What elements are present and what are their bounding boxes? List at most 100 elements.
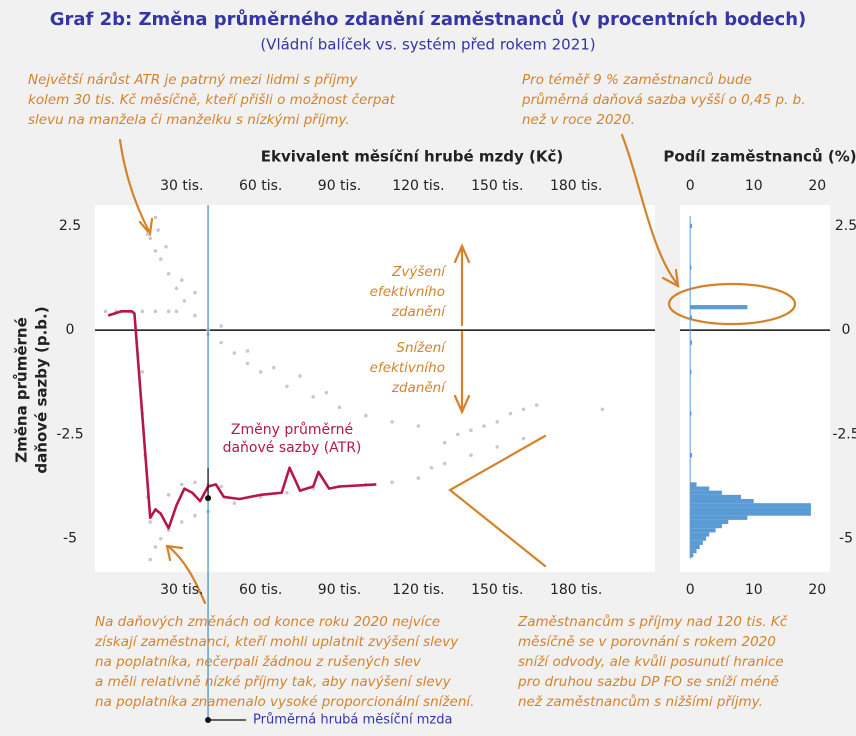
hist-bar	[690, 315, 693, 320]
atr-label: Změny průměrné daňové sazby (ATR)	[223, 422, 362, 456]
x-tick-label: 30 tis.	[160, 582, 203, 598]
scatter-point	[521, 436, 526, 441]
scatter-point	[469, 453, 473, 458]
arrow	[166, 544, 207, 605]
annotation: na poplatníka znamenalo vysoké proporcio…	[95, 694, 474, 710]
hist-bar	[690, 515, 748, 520]
scatter-point	[193, 480, 197, 485]
annotation: zdanění	[391, 380, 447, 396]
hist-bar	[690, 369, 692, 374]
x-tick-label: 150 tis.	[471, 178, 523, 194]
scatter-point	[416, 476, 421, 480]
y-tick-label: 2.5	[835, 218, 856, 234]
x-tick-label: 30 tis.	[160, 178, 203, 194]
scatter-point	[298, 374, 302, 378]
arrow-head	[165, 544, 184, 562]
y-tick-label: -5	[839, 531, 853, 547]
annotation: efektivního	[370, 360, 445, 376]
scatter-point	[245, 361, 250, 366]
scatter-point	[232, 351, 237, 355]
hist-bar	[690, 411, 692, 416]
scatter-point	[390, 480, 394, 485]
scatter-point	[482, 424, 486, 428]
scatter-point	[456, 432, 460, 437]
scatter-point	[337, 405, 342, 410]
hist-bar	[690, 453, 693, 458]
x-tick-label: 90 tis.	[318, 582, 361, 598]
hist-bar	[690, 519, 729, 525]
annotation: Snížení	[396, 340, 447, 356]
scatter-point	[153, 249, 158, 253]
scatter-point	[182, 299, 187, 303]
scatter-point	[193, 313, 197, 318]
x-tick-label: 0	[686, 178, 695, 194]
scatter-point	[179, 520, 184, 524]
scatter-point	[416, 424, 421, 428]
annotation: kolem 30 tis. Kč měsíčně, kteří přišli o…	[28, 92, 396, 108]
scatter-point	[156, 228, 160, 232]
y-tick-label: 2.5	[59, 218, 81, 234]
hist-bar	[690, 540, 703, 545]
x-tick-label: 10	[745, 178, 763, 194]
annotation: Největší nárůst ATR je patrný mezi lidmi…	[28, 72, 358, 88]
scatter-point	[164, 244, 168, 249]
scatter-point	[390, 420, 394, 424]
x-tick-label: 90 tis.	[318, 178, 361, 194]
annotation: získají zaměstnanci, kteří mohli uplatni…	[94, 634, 459, 650]
x-tick-label: 20	[808, 178, 826, 194]
scatter-point	[174, 309, 179, 314]
hist-bar	[690, 305, 748, 310]
hist-bar	[690, 482, 697, 487]
scatter-point	[166, 272, 171, 276]
hist-bar	[690, 544, 700, 550]
scatter-point	[193, 513, 197, 518]
scatter-point	[324, 390, 329, 395]
scatter-point	[442, 440, 447, 445]
annotation: zdanění	[391, 304, 447, 320]
annotation: pro druhou sazbu DP FO se sníží méně	[517, 674, 779, 690]
scatter-point	[166, 493, 171, 497]
scatter-point	[508, 411, 513, 416]
hist-bar	[690, 511, 811, 516]
scatter-point	[179, 278, 184, 282]
scatter-point	[495, 420, 500, 424]
scatter-point	[219, 324, 223, 328]
hist-bar	[690, 553, 694, 558]
hist-bar	[690, 549, 697, 554]
scatter-point	[534, 403, 539, 407]
annotation: než v roce 2020.	[522, 112, 635, 128]
annotation: slevu na manžela či manželku s nízkými p…	[28, 112, 350, 128]
annotation: než zaměstnancům s nižšími příjmy.	[518, 694, 763, 710]
scatter-point	[166, 309, 171, 314]
hist-axis-label: Podíl zaměstnanců (%)	[663, 148, 856, 166]
scatter-point	[232, 501, 237, 505]
x-tick-label: 10	[745, 582, 763, 598]
scatter-point	[245, 349, 250, 353]
bracket	[448, 434, 547, 568]
scatter-point	[148, 236, 153, 241]
arrow-head	[661, 268, 680, 288]
scatter-point	[363, 413, 368, 418]
scatter-point	[145, 232, 150, 236]
x-tick-label: 60 tis.	[239, 582, 282, 598]
hist-bar	[690, 536, 707, 541]
y-axis-label: Změna průměrné	[13, 317, 31, 463]
scatter-point	[174, 286, 179, 291]
scatter-point	[166, 528, 171, 533]
annotation: měsíčně se v porovnání s rokem 2020	[518, 634, 776, 650]
annotation: efektivního	[370, 284, 445, 300]
annotation: a měli relativně nízké příjmy tak, aby n…	[95, 674, 452, 690]
hist-bar	[690, 524, 722, 529]
x-tick-label: 180 tis.	[550, 178, 602, 194]
hist-bar	[690, 486, 710, 491]
y-axis-label: daňové sazby (p.b.)	[33, 306, 51, 473]
x-tick-label: 120 tis.	[392, 178, 444, 194]
arrow	[118, 138, 152, 235]
annotation: na poplatníka, nečerpali žádnou z rušený…	[95, 654, 422, 670]
arrows	[118, 133, 797, 605]
chart-subtitle: (Vládní balíček vs. systém před rokem 20…	[260, 36, 595, 54]
scatter-point	[271, 365, 276, 370]
hist-bar	[690, 528, 716, 533]
y-tick-label: -5	[63, 531, 77, 547]
